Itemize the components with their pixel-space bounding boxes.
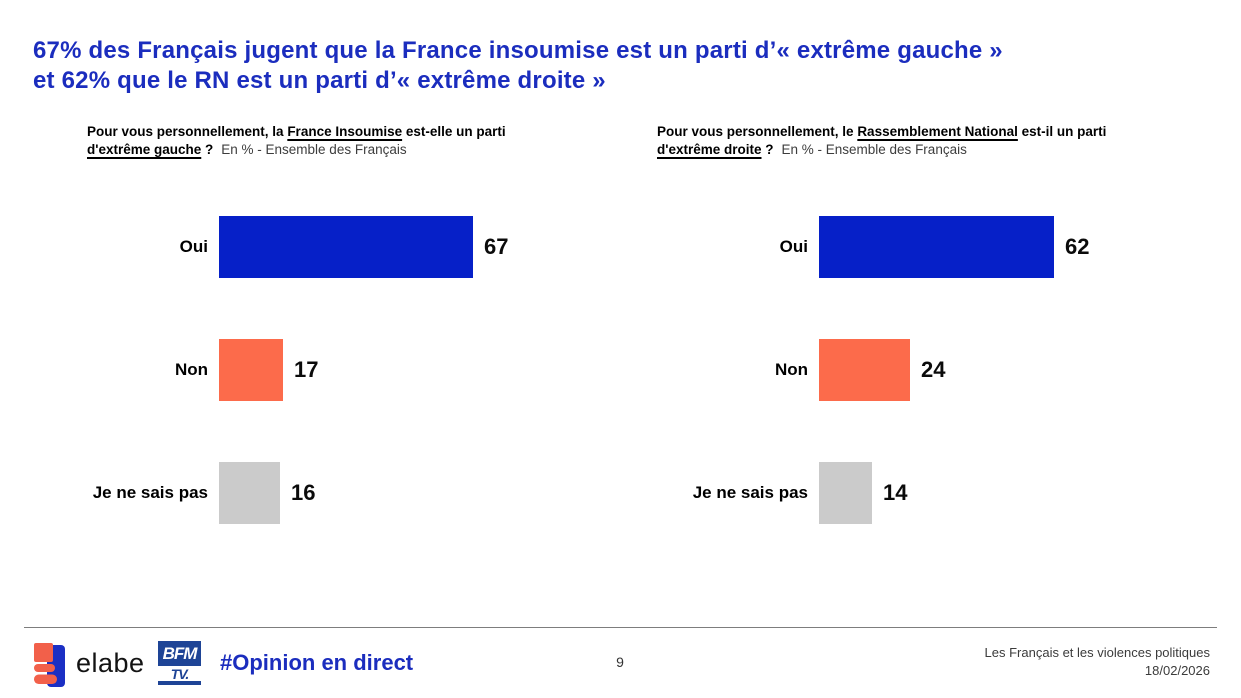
value-label: 62 — [1065, 234, 1090, 259]
question-mid: est-il un parti — [1017, 124, 1107, 139]
chart-panel-rn: Pour vous personnellement, le Rassemblem… — [657, 123, 1232, 593]
value-label: 16 — [291, 480, 316, 505]
question-mark: ? — [761, 142, 774, 157]
question-term: d'extrême gauche — [87, 142, 202, 157]
category-label: Je ne sais pas — [692, 483, 808, 502]
question-note: En % - Ensemble des Français — [781, 142, 967, 157]
title-line-1: 67% des Français jugent que la France in… — [33, 37, 1003, 64]
question-lead: Pour vous personnellement, le — [657, 124, 858, 139]
question-lfi-line1: Pour vous personnellement, la France Ins… — [87, 123, 662, 141]
page-title: 67% des Français jugent que la France in… — [33, 36, 1003, 96]
value-label: 67 — [484, 234, 509, 259]
bar-oui — [819, 216, 1054, 278]
question-rn-line2: d'extrême droite ? En % - Ensemble des Fr… — [657, 141, 1232, 159]
chart-row: Oui 67 — [87, 216, 508, 278]
page-number: 9 — [616, 654, 624, 670]
question-note: En % - Ensemble des Français — [221, 142, 407, 157]
question-lead: Pour vous personnellement, la — [87, 124, 288, 139]
chart-row: Je ne sais pas 16 — [87, 462, 508, 524]
chart-row: Je ne sais pas 14 — [657, 462, 1089, 524]
elabe-wordmark: elabe — [76, 648, 145, 678]
elabe-logo-icon — [34, 643, 65, 687]
question-rn-line1: Pour vous personnellement, le Rassemblem… — [657, 123, 1232, 141]
report-meta: Les Français et les violences politiques… — [985, 644, 1210, 680]
question-lfi-line2: d'extrême gauche ? En % - Ensemble des Fr… — [87, 141, 662, 159]
value-label: 24 — [921, 357, 946, 382]
question-mid: est-elle un parti — [402, 124, 506, 139]
title-line-2: et 62% que le RN est un parti d’« extrêm… — [33, 67, 606, 94]
question-rn: Pour vous personnellement, le Rassemblem… — [657, 123, 1232, 159]
question-term: d'extrême droite — [657, 142, 762, 157]
value-label: 14 — [883, 480, 908, 505]
value-label: 17 — [294, 357, 319, 382]
category-label: Non — [774, 360, 808, 379]
bfm-logo-top-text: BFM — [162, 643, 198, 663]
chart-row: Oui 62 — [657, 216, 1089, 278]
opinion-en-direct-hashtag: #Opinion en direct — [220, 650, 414, 675]
bar-chart-rn: Oui 62 Non 24 Je ne sais pas 14 — [657, 216, 1089, 585]
bar-chart-lfi: Oui 67 Non 17 Je ne sais pas 16 — [87, 216, 508, 585]
question-party: France Insoumise — [287, 124, 403, 139]
chart-row: Non 24 — [657, 339, 1089, 401]
bar-oui — [219, 216, 473, 278]
chart-row: Non 17 — [87, 339, 508, 401]
bar-je-ne-sais-pas — [819, 462, 872, 524]
question-mark: ? — [201, 142, 214, 157]
bar-non — [819, 339, 910, 401]
category-label: Oui — [179, 237, 208, 256]
bar-je-ne-sais-pas — [219, 462, 280, 524]
chart-panel-lfi: Pour vous personnellement, la France Ins… — [87, 123, 662, 593]
category-label: Oui — [779, 237, 808, 256]
bfm-logo-tv-band: TV. — [158, 666, 201, 682]
report-title: Les Français et les violences politiques — [984, 645, 1210, 660]
question-party: Rassemblement National — [857, 124, 1018, 139]
bfmtv-logo: BFM TV. — [158, 641, 201, 685]
question-lfi: Pour vous personnellement, la France Ins… — [87, 123, 662, 159]
report-date: 18/02/2026 — [1144, 663, 1210, 678]
bar-non — [219, 339, 283, 401]
category-label: Je ne sais pas — [92, 483, 208, 502]
category-label: Non — [174, 360, 208, 379]
footer-divider — [24, 627, 1217, 628]
